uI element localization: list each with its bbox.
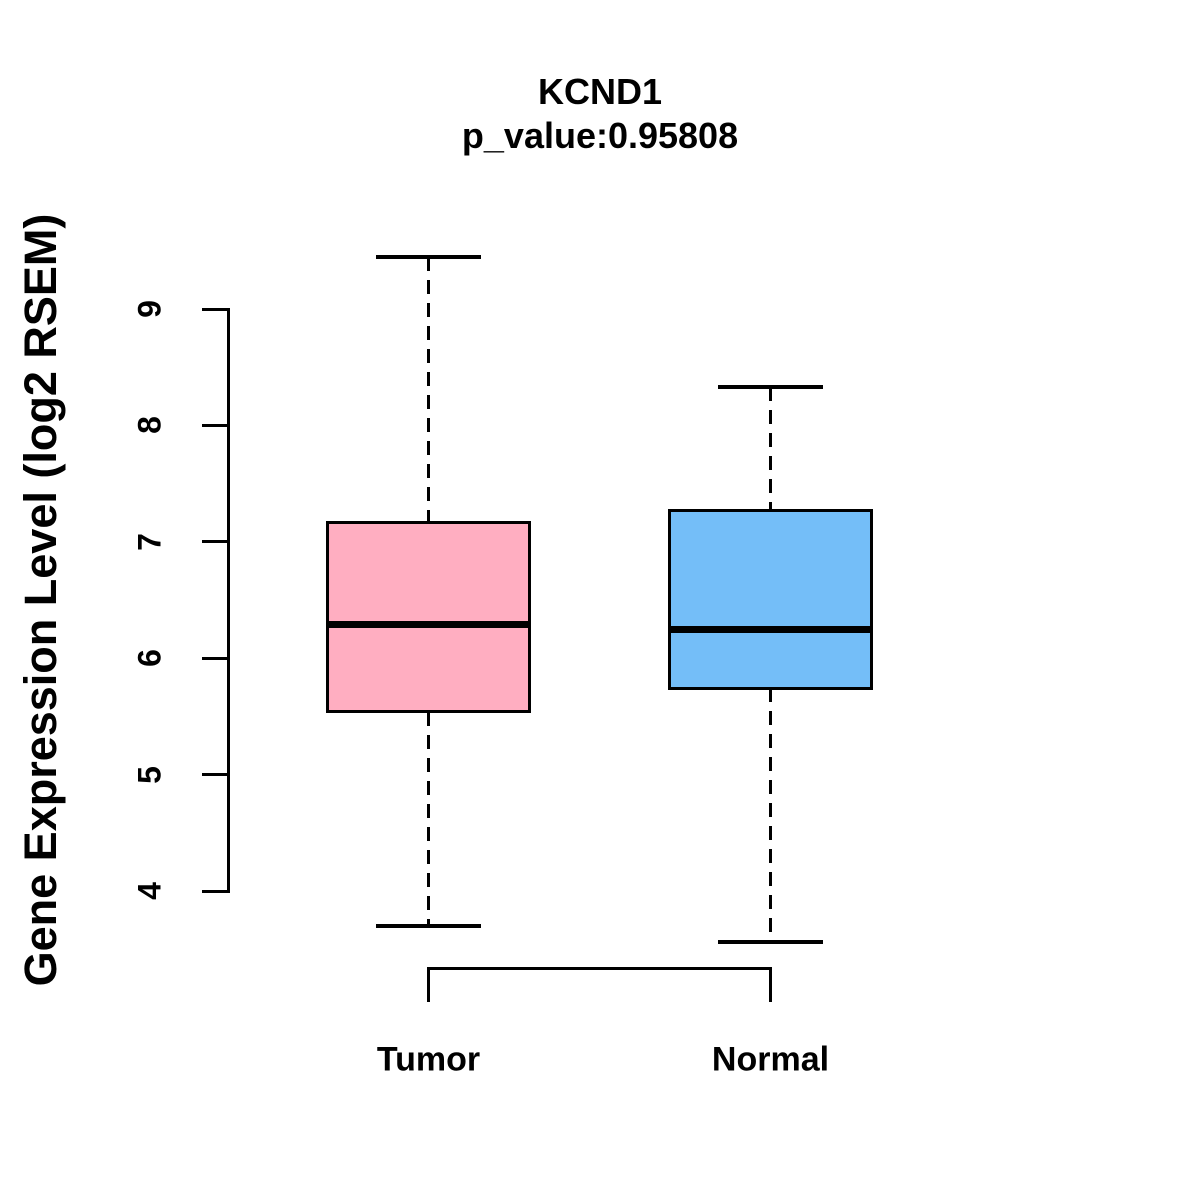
x-axis-label-tumor: Tumor xyxy=(376,1040,481,1079)
x-axis-end-tick-right xyxy=(769,968,772,1002)
tumor-upper-whisker xyxy=(427,256,430,522)
y-axis-tick xyxy=(202,889,230,893)
y-tick-label-6: 6 xyxy=(131,649,168,668)
chart-title: KCND1 xyxy=(537,71,662,112)
tumor-lower-whisker xyxy=(427,711,430,926)
y-tick-label-7: 7 xyxy=(131,532,168,551)
y-axis-tick xyxy=(202,540,230,544)
y-axis-line xyxy=(227,307,230,893)
x-axis-line xyxy=(427,966,772,970)
y-tick-label-4: 4 xyxy=(131,882,168,900)
y-tick-label-8: 8 xyxy=(131,416,168,435)
y-axis-title: Gene Expression Level (log2 RSEM) xyxy=(15,213,66,987)
chart-subtitle-pvalue: p_value:0.95808 xyxy=(461,115,739,156)
tumor-upper-whisker-cap xyxy=(376,254,481,259)
normal-lower-whisker xyxy=(769,688,772,943)
x-axis-end-tick-left xyxy=(427,968,430,1002)
x-axis-label-normal: Normal xyxy=(711,1040,830,1079)
y-axis-tick xyxy=(202,423,230,427)
y-axis-tick xyxy=(202,307,230,311)
chart-title-block: KCND1 p_value:0.95808 xyxy=(0,70,1200,158)
normal-median-line xyxy=(668,625,873,633)
tumor-median-line xyxy=(326,620,531,628)
tumor-box xyxy=(326,520,531,714)
normal-upper-whisker xyxy=(769,386,772,511)
normal-box xyxy=(668,508,873,690)
y-axis-tick xyxy=(202,773,230,777)
normal-lower-whisker-cap xyxy=(718,940,823,945)
y-tick-label-5: 5 xyxy=(131,765,168,784)
tumor-lower-whisker-cap xyxy=(376,923,481,928)
y-axis-tick xyxy=(202,656,230,660)
normal-upper-whisker-cap xyxy=(718,384,823,389)
y-tick-label-9: 9 xyxy=(131,300,168,318)
